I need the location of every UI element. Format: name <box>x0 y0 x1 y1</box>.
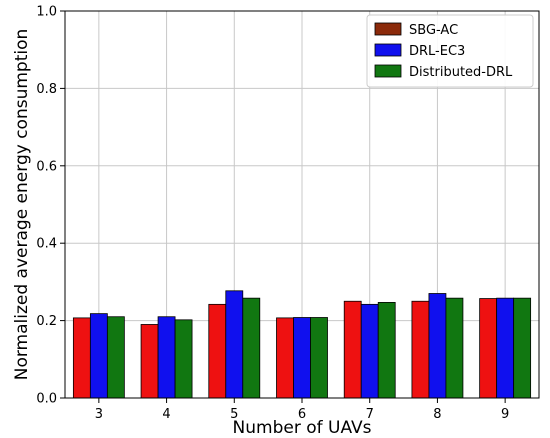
bar-drl-ec3-4 <box>157 316 176 399</box>
x-tick-label: 3 <box>95 407 103 422</box>
bar-distributed-drl-5 <box>242 297 261 399</box>
y-axis-label: Normalized average energy consumption <box>12 29 32 381</box>
bar-distributed-drl-6 <box>310 317 328 399</box>
bar-distributed-drl-7 <box>377 302 396 399</box>
y-tick-label: 0.6 <box>36 159 57 174</box>
bar-drl-ec3-7 <box>360 303 379 399</box>
bar-sbg-ac-8 <box>411 300 430 399</box>
y-tick-label: 0.0 <box>36 392 57 407</box>
bar-sbg-ac-3 <box>72 317 91 399</box>
bar-drl-ec3-9 <box>496 297 515 399</box>
bar-distributed-drl-8 <box>445 297 464 399</box>
x-tick-label: 8 <box>433 407 441 422</box>
bar-drl-ec3-5 <box>225 290 244 399</box>
x-tick-label: 6 <box>298 407 306 422</box>
legend-swatch <box>374 64 402 78</box>
bar-sbg-ac-7 <box>343 300 362 399</box>
bar-sbg-ac-5 <box>208 303 227 399</box>
legend-label: DRL-EC3 <box>409 44 465 59</box>
bar-distributed-drl-3 <box>106 316 125 399</box>
bar-sbg-ac-9 <box>479 298 498 399</box>
legend-swatch <box>374 43 402 57</box>
y-tick-label: 0.4 <box>36 237 57 252</box>
legend-label: Distributed-DRL <box>409 65 513 80</box>
bar-distributed-drl-9 <box>513 297 532 399</box>
legend-box <box>366 14 534 88</box>
bar-sbg-ac-4 <box>140 324 159 399</box>
x-axis-label: Number of UAVs <box>233 418 372 438</box>
bar-drl-ec3-6 <box>293 317 311 399</box>
bar-distributed-drl-4 <box>174 319 193 399</box>
y-tick-label: 0.2 <box>36 314 57 329</box>
bar-drl-ec3-8 <box>428 293 447 399</box>
bars <box>72 290 532 399</box>
x-axis-ticks: 3 4 5 6 7 8 9 <box>95 398 509 422</box>
y-axis-ticks: 0.0 0.2 0.4 0.6 0.8 1.0 <box>36 5 65 407</box>
x-tick-label: 9 <box>501 407 509 422</box>
x-tick-label: 7 <box>366 407 374 422</box>
legend-swatch <box>374 22 402 36</box>
legend: SBG-AC DRL-EC3 Distributed-DRL <box>366 14 534 88</box>
bar-sbg-ac-6 <box>276 317 294 399</box>
y-tick-label: 1.0 <box>36 5 57 20</box>
bar-drl-ec3-3 <box>89 313 108 399</box>
x-tick-label: 4 <box>162 407 170 422</box>
y-tick-label: 0.8 <box>36 82 57 97</box>
x-tick-label: 5 <box>230 407 238 422</box>
legend-label: SBG-AC <box>409 23 458 38</box>
